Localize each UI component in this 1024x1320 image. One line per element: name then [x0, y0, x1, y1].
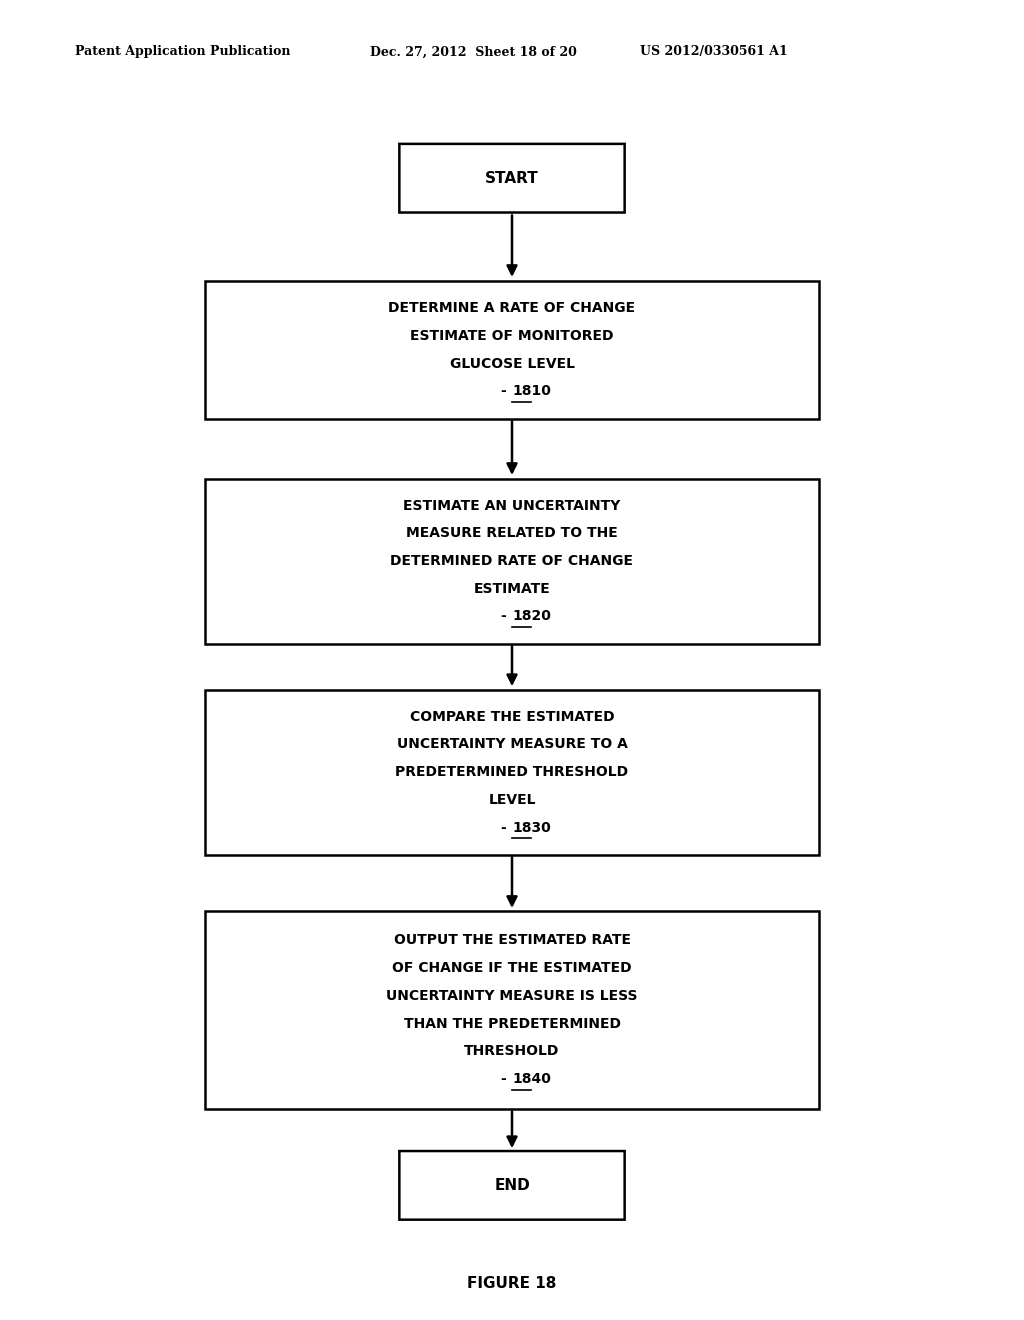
Text: DETERMINE A RATE OF CHANGE: DETERMINE A RATE OF CHANGE: [388, 301, 636, 315]
Text: OUTPUT THE ESTIMATED RATE: OUTPUT THE ESTIMATED RATE: [393, 933, 631, 948]
Text: START: START: [485, 170, 539, 186]
Text: ESTIMATE OF MONITORED: ESTIMATE OF MONITORED: [411, 329, 613, 343]
Text: OF CHANGE IF THE ESTIMATED: OF CHANGE IF THE ESTIMATED: [392, 961, 632, 975]
Text: -: -: [502, 610, 512, 623]
Text: -: -: [502, 384, 512, 399]
Text: FIGURE 18: FIGURE 18: [467, 1275, 557, 1291]
Bar: [205, 911, 819, 1109]
FancyBboxPatch shape: [399, 144, 625, 213]
Text: PREDETERMINED THRESHOLD: PREDETERMINED THRESHOLD: [395, 766, 629, 779]
Text: GLUCOSE LEVEL: GLUCOSE LEVEL: [450, 356, 574, 371]
Text: ESTIMATE: ESTIMATE: [474, 582, 550, 595]
Text: DETERMINED RATE OF CHANGE: DETERMINED RATE OF CHANGE: [390, 554, 634, 568]
Text: 1840: 1840: [512, 1072, 551, 1086]
Bar: [205, 689, 819, 855]
Text: LEVEL: LEVEL: [488, 793, 536, 807]
Text: UNCERTAINTY MEASURE IS LESS: UNCERTAINTY MEASURE IS LESS: [386, 989, 638, 1003]
Bar: [205, 479, 819, 644]
Text: US 2012/0330561 A1: US 2012/0330561 A1: [640, 45, 787, 58]
Text: 1830: 1830: [512, 821, 551, 834]
Text: 1810: 1810: [512, 384, 551, 399]
Text: UNCERTAINTY MEASURE TO A: UNCERTAINTY MEASURE TO A: [396, 738, 628, 751]
Text: THAN THE PREDETERMINED: THAN THE PREDETERMINED: [403, 1016, 621, 1031]
Text: Patent Application Publication: Patent Application Publication: [75, 45, 291, 58]
Bar: [205, 281, 819, 420]
Text: ESTIMATE AN UNCERTAINTY: ESTIMATE AN UNCERTAINTY: [403, 499, 621, 512]
Text: MEASURE RELATED TO THE: MEASURE RELATED TO THE: [407, 527, 617, 540]
Text: COMPARE THE ESTIMATED: COMPARE THE ESTIMATED: [410, 710, 614, 723]
Text: THRESHOLD: THRESHOLD: [464, 1044, 560, 1059]
Text: Dec. 27, 2012  Sheet 18 of 20: Dec. 27, 2012 Sheet 18 of 20: [370, 45, 577, 58]
Text: END: END: [495, 1177, 529, 1193]
Text: -: -: [502, 1072, 512, 1086]
Text: 1820: 1820: [512, 610, 551, 623]
Text: -: -: [502, 821, 512, 834]
FancyBboxPatch shape: [399, 1151, 625, 1220]
